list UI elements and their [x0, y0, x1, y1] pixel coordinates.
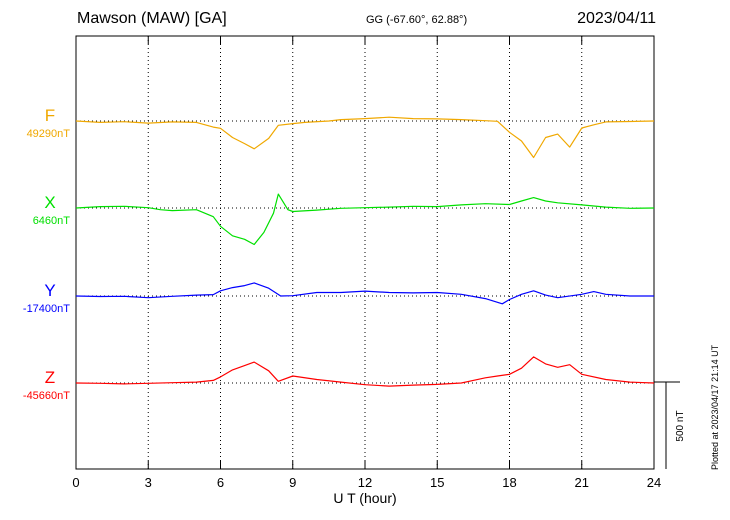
x-tick-label-18: 18 — [502, 475, 516, 490]
x-tick-label-0: 0 — [72, 475, 79, 490]
series-labels: F 49290nT X 6460nT Y -17400nT Z -45660nT — [23, 106, 70, 402]
geo-coordinates: GG (-67.60°, 62.88°) — [366, 14, 468, 26]
trace-Y — [75, 282, 654, 305]
vertical-grid — [147, 36, 583, 469]
station-title: Mawson (MAW) [GA] — [77, 10, 227, 27]
scale-bar: 500 nT — [654, 381, 686, 469]
x-axis-label: U T (hour) — [333, 490, 396, 506]
x-tick-label-24: 24 — [647, 475, 661, 490]
series-baseline-Z: -45660nT — [23, 390, 70, 402]
series-name-X: X — [44, 193, 55, 212]
x-tick-label-3: 3 — [145, 475, 152, 490]
series-name-Y: Y — [44, 281, 55, 300]
series-baseline-X: 6460nT — [33, 215, 71, 227]
series-name-Z: Z — [45, 368, 55, 387]
series-baseline-F: 49290nT — [27, 128, 71, 140]
series-traces — [75, 116, 655, 387]
x-tick-label-12: 12 — [358, 475, 372, 490]
x-axis-ticks: 0 3 6 9 12 15 18 21 24 — [72, 36, 661, 490]
x-tick-label-9: 9 — [289, 475, 296, 490]
x-tick-label-6: 6 — [217, 475, 224, 490]
series-baseline-Y: -17400nT — [23, 303, 70, 315]
scale-bar-label: 500 nT — [675, 410, 686, 441]
x-tick-label-15: 15 — [430, 475, 444, 490]
trace-Z — [75, 356, 655, 387]
chart-date: 2023/04/11 — [577, 10, 656, 27]
trace-X — [75, 193, 655, 246]
series-name-F: F — [45, 106, 55, 125]
x-tick-label-21: 21 — [575, 475, 589, 490]
trace-F — [75, 116, 655, 159]
